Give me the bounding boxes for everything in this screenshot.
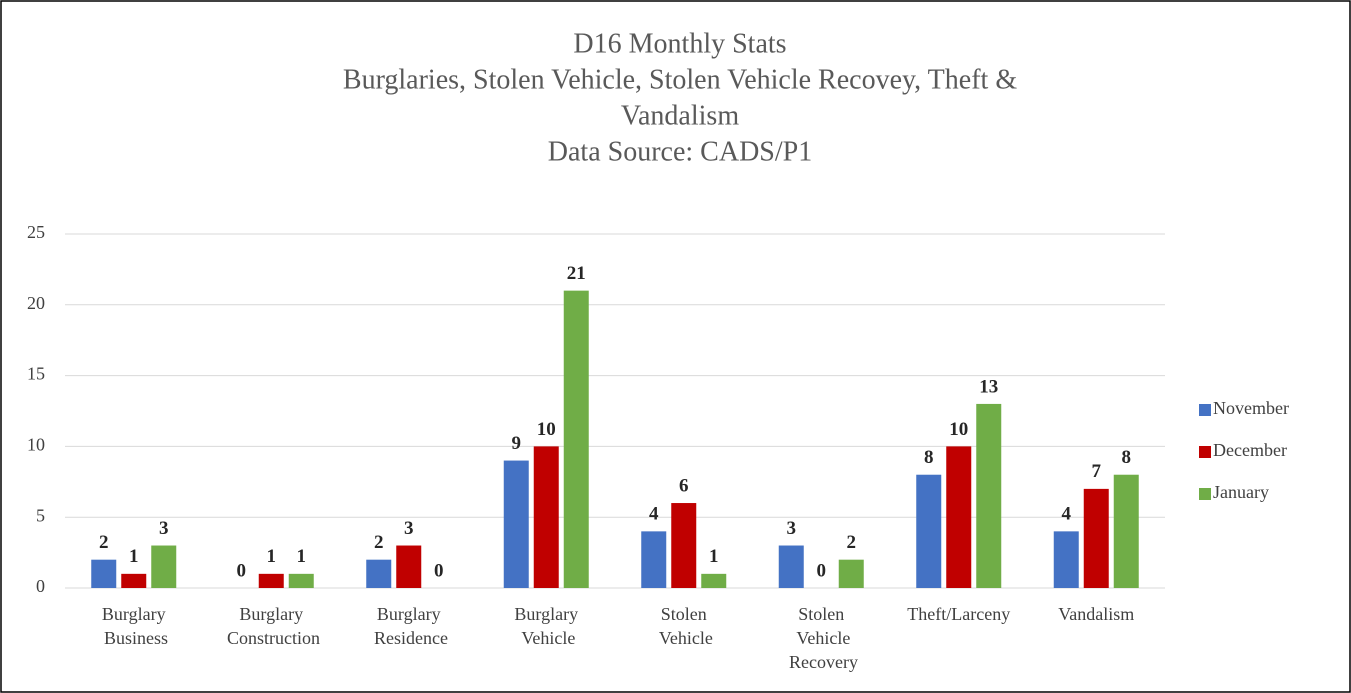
data-label: 6 <box>679 475 689 496</box>
bar <box>91 559 117 588</box>
data-label: 3 <box>787 518 797 539</box>
data-label: 10 <box>537 419 556 440</box>
bar <box>701 573 727 588</box>
chart-title: Burglaries, Stolen Vehicle, Stolen Vehic… <box>343 64 1017 95</box>
data-label: 21 <box>567 263 586 284</box>
y-tick-label: 25 <box>27 222 45 242</box>
data-label: 4 <box>1062 504 1072 525</box>
bar <box>778 545 804 588</box>
data-label: 10 <box>949 419 968 440</box>
bar <box>533 446 559 588</box>
data-label: 4 <box>649 504 659 525</box>
x-tick-label: Burglary Residence <box>370 604 448 648</box>
legend-label: January <box>1213 482 1269 502</box>
x-tick-label: Stolen Vehicle Recovery <box>785 604 858 672</box>
bar <box>151 545 177 588</box>
bar <box>396 545 422 588</box>
data-label: 3 <box>159 518 169 539</box>
bar <box>641 531 667 588</box>
x-tick-label: Burglary Construction <box>223 604 321 648</box>
legend-swatch <box>1199 446 1211 458</box>
data-label: 1 <box>297 546 307 567</box>
bar <box>976 403 1002 588</box>
chart-title: D16 Monthly Stats <box>573 28 786 59</box>
data-label: 0 <box>434 560 444 581</box>
y-tick-label: 0 <box>36 576 45 596</box>
bar <box>121 573 147 588</box>
y-tick-label: 5 <box>36 505 45 525</box>
bar <box>563 290 589 588</box>
bar <box>916 474 942 588</box>
legend-label: December <box>1213 440 1287 460</box>
data-label: 2 <box>847 532 857 553</box>
data-label: 1 <box>267 546 277 567</box>
bar <box>366 559 392 588</box>
bar <box>1083 488 1109 588</box>
data-label: 8 <box>1122 447 1132 468</box>
bar <box>671 503 697 588</box>
data-label: 8 <box>924 447 934 468</box>
x-tick-label: Burglary Business <box>99 604 168 648</box>
legend-label: November <box>1213 398 1289 418</box>
data-label: 0 <box>817 560 827 581</box>
bar <box>288 573 314 588</box>
data-label: 2 <box>374 532 384 553</box>
bar <box>838 559 864 588</box>
chart-title: Data Source: CADS/P1 <box>548 136 812 167</box>
y-tick-label: 10 <box>27 435 45 455</box>
data-label: 1 <box>709 546 719 567</box>
x-tick-label: Vandalism <box>1058 604 1134 624</box>
legend-swatch <box>1199 488 1211 500</box>
data-label: 7 <box>1092 461 1102 482</box>
bar <box>503 460 529 588</box>
y-tick-label: 20 <box>27 293 45 313</box>
bar <box>1053 531 1079 588</box>
x-tick-label: Theft/Larceny <box>907 604 1010 624</box>
y-tick-label: 15 <box>27 364 45 384</box>
data-label: 9 <box>512 433 522 454</box>
x-tick-label: Stolen Vehicle <box>655 604 713 648</box>
data-label: 0 <box>237 560 247 581</box>
x-tick-label: Burglary Vehicle <box>514 604 578 648</box>
bar <box>946 446 972 588</box>
bar <box>258 573 284 588</box>
legend-swatch <box>1199 404 1211 416</box>
data-label: 1 <box>129 546 139 567</box>
data-label: 2 <box>99 532 109 553</box>
data-label: 3 <box>404 518 414 539</box>
data-label: 13 <box>979 376 998 397</box>
bar <box>1113 474 1139 588</box>
chart-title: Vandalism <box>621 100 739 131</box>
